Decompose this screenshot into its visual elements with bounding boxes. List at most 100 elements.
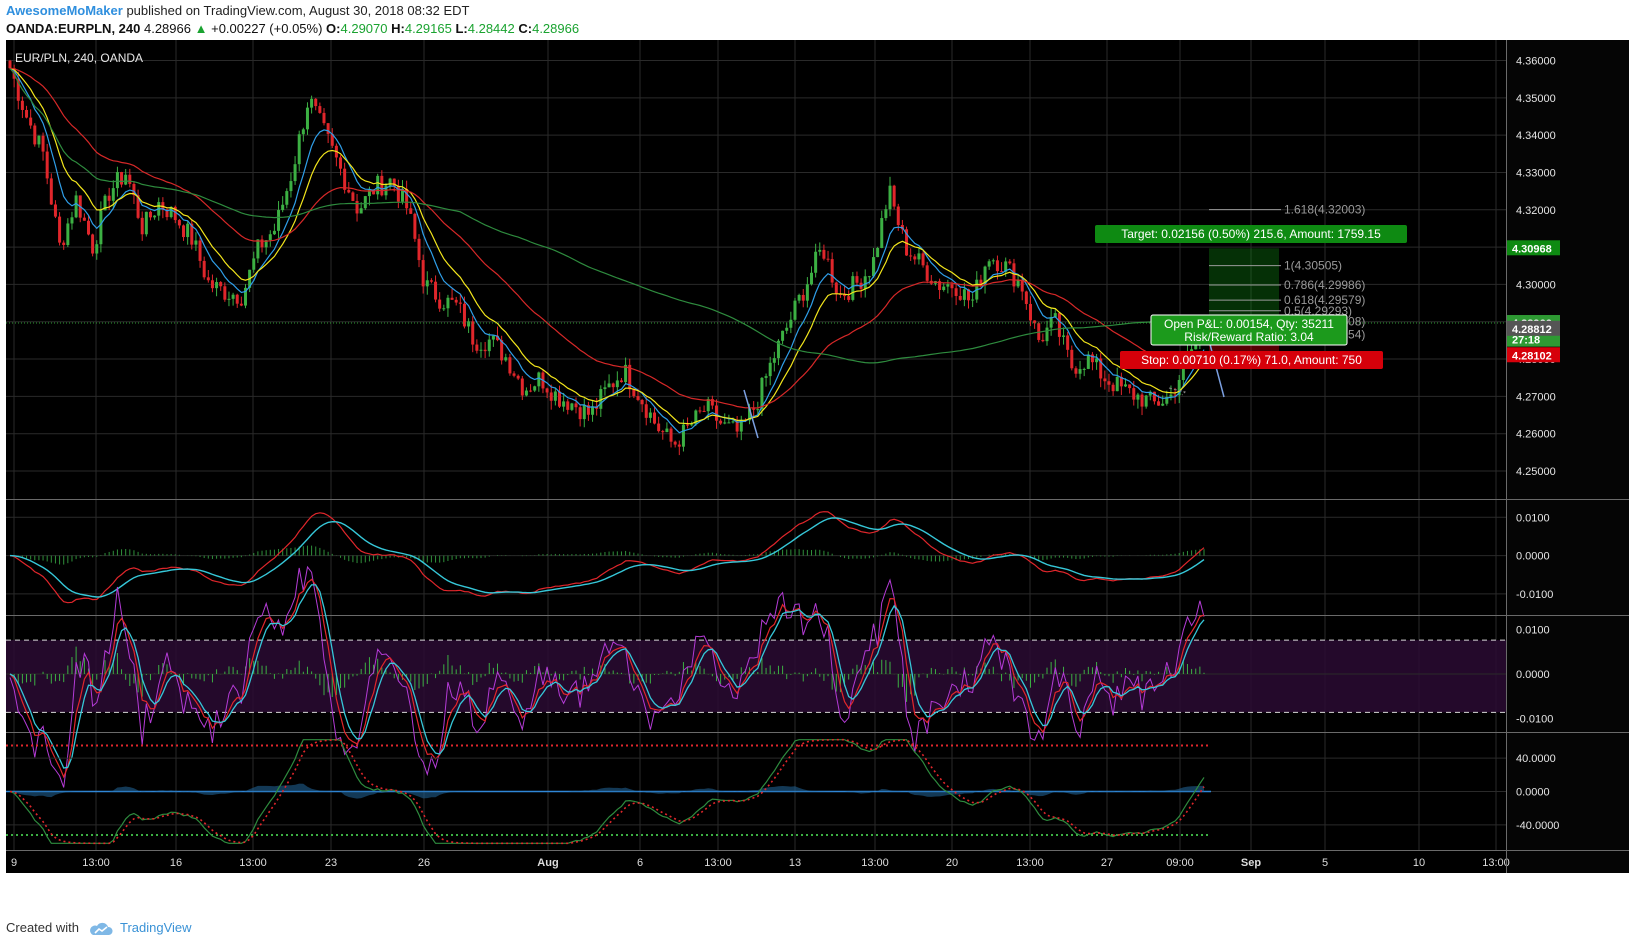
ma-mid-line	[9, 67, 1205, 425]
candle-body	[343, 168, 347, 190]
candle-body	[1074, 368, 1078, 374]
stop-label-text: Stop: 0.00710 (0.17%) 71.0, Amount: 750	[1141, 353, 1362, 367]
candle-body	[1082, 368, 1086, 370]
candle-body	[182, 225, 186, 238]
candle-body	[847, 296, 851, 300]
candle-body	[107, 195, 111, 201]
stochastic-tick-label: -40.0000	[1516, 820, 1559, 832]
target-label: Target: 0.02156 (0.50%) 215.6, Amount: 1…	[1095, 225, 1407, 243]
candle-body	[359, 208, 363, 214]
candle-body	[801, 294, 805, 301]
candle-body	[719, 420, 723, 424]
candle-body	[710, 399, 714, 406]
candle-body	[1157, 401, 1161, 406]
candle-body	[281, 204, 285, 211]
candle-body	[905, 229, 909, 256]
candle-body	[120, 172, 124, 185]
fib-level-label: 0.786(4.29986)	[1284, 278, 1365, 292]
candle-body	[520, 378, 524, 396]
candle-body	[1099, 358, 1103, 379]
candle-body	[37, 135, 41, 145]
candle-body	[954, 288, 958, 296]
candle-body	[376, 175, 380, 195]
candle-body	[1090, 354, 1094, 363]
candle-body	[867, 276, 871, 278]
candle-body	[843, 294, 847, 297]
target-label-box	[1095, 225, 1407, 243]
candle-body	[1062, 335, 1066, 337]
candle-body	[372, 189, 376, 195]
candle-body	[909, 255, 913, 257]
candle-body	[322, 112, 326, 124]
candle-body	[529, 390, 533, 392]
candle-body	[256, 239, 260, 259]
macd-tick-label: 0.0100	[1516, 512, 1550, 524]
candle-body	[206, 277, 210, 281]
candle-body	[524, 390, 528, 396]
candle-body	[698, 410, 702, 412]
macd-tick-label: 0.0000	[1516, 551, 1550, 563]
candle-body	[735, 421, 739, 432]
tradingview-link[interactable]: TradingView	[120, 920, 192, 935]
oscillator-tick-label: 0.0100	[1516, 624, 1550, 636]
time-tick-label: 20	[946, 857, 958, 869]
candle-body	[570, 403, 574, 410]
time-tick-label: 27	[1101, 857, 1113, 869]
candle-body	[706, 399, 710, 412]
candle-body	[289, 181, 293, 192]
candle-body	[305, 107, 309, 130]
chart-svg[interactable]: 4.360004.350004.340004.330004.320004.310…	[6, 40, 1629, 908]
candle-body	[1008, 261, 1012, 264]
candle-body	[876, 247, 880, 258]
candle-body	[851, 276, 855, 300]
candle-body	[339, 157, 343, 169]
price-axis-label: 4.30968	[1507, 240, 1560, 256]
candle-body	[33, 125, 37, 145]
candle-body	[1107, 381, 1111, 385]
macd-line	[9, 517, 1205, 598]
up-arrow-icon: ▲	[194, 21, 208, 36]
candle-body	[103, 195, 107, 211]
candle-body	[772, 358, 776, 363]
price-change: +0.00227 (+0.05%)	[211, 21, 323, 36]
candle-body	[962, 289, 966, 300]
time-tick-label: 9	[11, 857, 17, 869]
candle-body	[49, 178, 53, 205]
candle-body	[355, 200, 359, 214]
time-tick-label: 5	[1322, 857, 1328, 869]
candle-body	[190, 223, 194, 245]
candle-body	[491, 335, 495, 340]
candle-body	[987, 261, 991, 267]
candle-body	[293, 164, 297, 182]
candle-body	[967, 289, 971, 301]
published-text: published on TradingView.com, August 30,…	[126, 3, 470, 18]
high-value: 4.29165	[404, 21, 452, 36]
candle-body	[264, 240, 268, 248]
candle-body	[198, 240, 202, 261]
candle-body	[830, 259, 834, 283]
candle-body	[549, 392, 553, 401]
candle-body	[1078, 369, 1082, 374]
candle-body	[826, 258, 830, 260]
candle-body	[1173, 394, 1177, 396]
low-label: L:	[455, 21, 468, 36]
candle-body	[814, 251, 818, 273]
candle-body	[1152, 391, 1156, 402]
chart-area[interactable]: 4.360004.350004.340004.330004.320004.310…	[6, 40, 1629, 908]
candle-body	[454, 299, 458, 303]
candle-body	[314, 98, 318, 107]
candle-body	[892, 185, 896, 207]
candle-body	[1028, 303, 1032, 321]
candle-body	[268, 234, 272, 241]
candle-body	[1037, 323, 1041, 340]
candle-body	[124, 174, 128, 185]
stochastic-d-line	[9, 738, 1205, 845]
stochastic-tick-label: 40.0000	[1516, 753, 1556, 765]
candle-body	[611, 383, 615, 388]
candle-body	[285, 191, 289, 205]
candle-body	[1000, 271, 1004, 273]
candle-body	[880, 218, 884, 248]
candle-body	[694, 410, 698, 425]
candle-body	[545, 388, 549, 393]
author-link[interactable]: AwesomeMoMaker	[6, 3, 123, 18]
